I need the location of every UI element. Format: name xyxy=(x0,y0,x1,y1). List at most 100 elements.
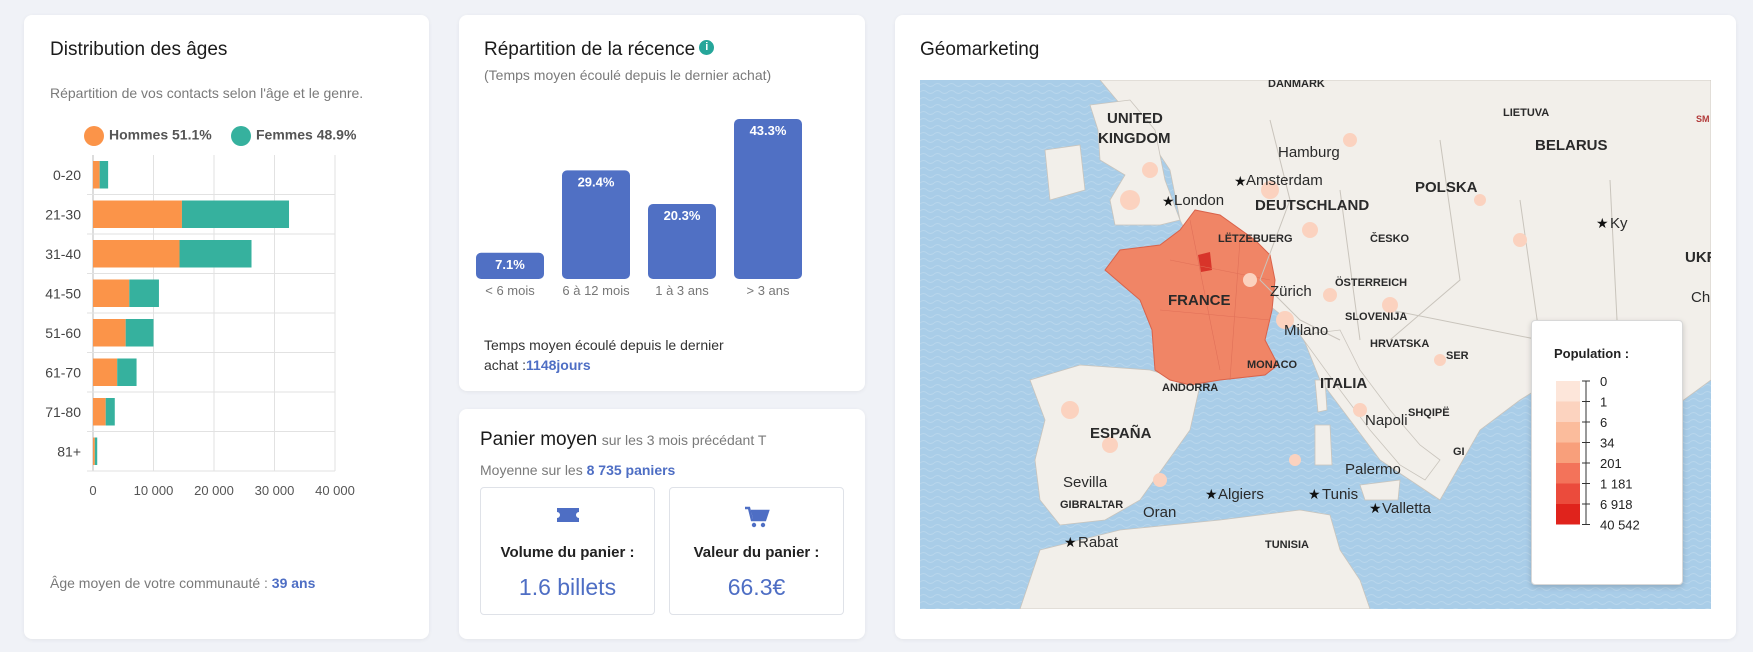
geomarketing-title: Géomarketing xyxy=(920,39,1040,60)
map-label-uk1: UNITED xyxy=(1107,110,1163,127)
map-label-napoli: Napoli xyxy=(1365,412,1408,429)
age-distribution-subtitle: Répartition de vos contacts selon l'âge … xyxy=(50,85,364,101)
y-tick-label: 61-70 xyxy=(45,364,81,380)
map-label-algiers: Algiers xyxy=(1218,486,1264,503)
map-label-polska: POLSKA xyxy=(1415,179,1478,196)
map-label-tunisia: TUNISIA xyxy=(1265,539,1309,551)
recency-bar-value: 43.3% xyxy=(750,123,787,138)
map-label-amsterdam: Amsterdam xyxy=(1246,172,1323,189)
map-label-gi: GI xyxy=(1453,446,1465,458)
land-north-africa xyxy=(1019,509,1371,609)
bar-women[interactable] xyxy=(181,200,290,229)
france-region xyxy=(1104,209,1279,386)
bar-women[interactable] xyxy=(99,161,109,189)
average-basket-card: Panier moyen sur les 3 mois précédant T … xyxy=(459,409,865,639)
y-tick-label: 71-80 xyxy=(45,404,81,420)
y-tick-label: 0-20 xyxy=(53,167,81,183)
recency-title: Répartition de la récence xyxy=(484,39,696,60)
bar-women[interactable] xyxy=(117,358,137,387)
bar-men[interactable] xyxy=(93,279,130,308)
map-label-gibraltar: GIBRALTAR xyxy=(1060,499,1123,511)
map-label-palermo: Palermo xyxy=(1345,461,1401,478)
bar-women[interactable] xyxy=(125,319,154,347)
map-label-cesko: ČESKO xyxy=(1370,232,1410,245)
basket-average-row: Moyenne sur les 8 735 paniers xyxy=(480,462,675,478)
bar-women[interactable] xyxy=(94,437,98,466)
paris-area xyxy=(1198,252,1212,272)
bar-women[interactable] xyxy=(179,240,252,268)
recency-chart: 7.1% < 6 mois 29.4% 6 à 12 mois 20.3% 1 à 3 a… xyxy=(476,119,802,298)
bar-men[interactable] xyxy=(93,161,100,189)
map-label-espana: ESPAÑA xyxy=(1090,424,1152,442)
map-label-hamburg: Hamburg xyxy=(1278,144,1340,161)
population-legend-title: Population : xyxy=(1554,346,1630,361)
svg-text:★: ★ xyxy=(1308,486,1321,502)
recency-card: Répartition de la récence i (Temps moyen … xyxy=(459,15,865,391)
land-corsica xyxy=(1314,379,1328,413)
legend-color-swatch xyxy=(1556,381,1580,402)
legend-men-swatch xyxy=(84,126,104,146)
bar-men[interactable] xyxy=(93,240,180,268)
recency-bar[interactable] xyxy=(648,203,716,279)
bar-women[interactable] xyxy=(129,279,159,308)
recency-category-label: 6 à 12 mois xyxy=(562,283,630,298)
map-label-zurich: Zürich xyxy=(1270,283,1312,300)
info-icon[interactable]: i xyxy=(699,40,715,55)
basket-value-value: 66.3€ xyxy=(727,574,786,600)
recency-average-value: 1148jours xyxy=(526,357,591,373)
legend-value: 6 xyxy=(1600,415,1607,430)
map-label-france: FRANCE xyxy=(1168,292,1231,309)
map-label-rabat: Rabat xyxy=(1078,534,1119,551)
bar-men[interactable] xyxy=(93,319,126,347)
map-label-ukrai: UKRAI xyxy=(1685,249,1711,266)
x-tick-label: 0 xyxy=(89,483,96,498)
average-age-value: 39 ans xyxy=(271,575,316,591)
map-label-oran: Oran xyxy=(1143,504,1176,521)
x-tick-label: 30 000 xyxy=(255,483,295,498)
legend-value: 34 xyxy=(1600,436,1614,451)
age-distribution-chart: 0 10 000 20 000 30 000 40 000 0-20 21-30 31-40 4… xyxy=(45,155,355,498)
recency-bar[interactable] xyxy=(562,170,630,279)
basket-title-note: sur les 3 mois précédant T xyxy=(601,432,767,448)
basket-value-label: Valeur du panier : xyxy=(693,544,820,561)
legend-color-swatch xyxy=(1556,401,1580,422)
recency-bar[interactable] xyxy=(734,119,802,279)
bar-men[interactable] xyxy=(93,398,106,426)
recency-bar[interactable] xyxy=(476,252,544,279)
land-sicily xyxy=(1359,479,1401,501)
x-tick-label: 10 000 xyxy=(134,483,174,498)
svg-text:★: ★ xyxy=(1369,500,1382,516)
bar-men[interactable] xyxy=(93,358,118,387)
map-label-shqipe: SHQIPË xyxy=(1408,406,1450,419)
basket-value-box: Valeur du panier : 66.3€ xyxy=(669,487,844,615)
svg-text:★: ★ xyxy=(1234,173,1247,189)
map-label-chisin: Chișin xyxy=(1691,289,1711,306)
y-tick-label: 31-40 xyxy=(45,246,81,262)
map-label-tunis: Tunis xyxy=(1322,486,1358,503)
recency-bar-value: 7.1% xyxy=(495,257,525,272)
average-age: Âge moyen de votre communauté : 39 ans xyxy=(50,575,315,591)
map-label-deutschland: DEUTSCHLAND xyxy=(1255,197,1369,214)
legend-color-swatch xyxy=(1556,463,1580,484)
basket-title: Panier moyen xyxy=(480,429,598,450)
land-sardinia xyxy=(1314,424,1333,466)
bar-women[interactable] xyxy=(105,398,115,426)
map-label-andorra: ANDORRA xyxy=(1162,382,1218,394)
legend-color-swatch xyxy=(1556,422,1580,443)
legend-value: 40 542 xyxy=(1600,518,1640,533)
ticket-icon xyxy=(481,506,654,529)
legend-color-swatch xyxy=(1556,483,1580,504)
legend-women[interactable]: Femmes 48.9% xyxy=(231,126,356,146)
map-label-sevilla: Sevilla xyxy=(1063,474,1108,491)
basket-title-row: Panier moyen sur les 3 mois précédant T xyxy=(480,429,766,451)
bar-men[interactable] xyxy=(93,200,182,229)
basket-volume-box: Volume du panier : 1.6 billets xyxy=(480,487,655,615)
map-label-ky: Ky xyxy=(1610,215,1628,232)
map-label-milano: Milano xyxy=(1284,322,1328,339)
average-age-label: Âge moyen de votre communauté : xyxy=(50,575,268,591)
bar-men[interactable] xyxy=(93,437,95,466)
geomarketing-card: Géomarketing xyxy=(895,15,1736,639)
legend-men[interactable]: Hommes 51.1% xyxy=(84,126,212,146)
map-label-uk2: KINGDOM xyxy=(1098,130,1171,147)
map-label-london: London xyxy=(1174,192,1224,209)
